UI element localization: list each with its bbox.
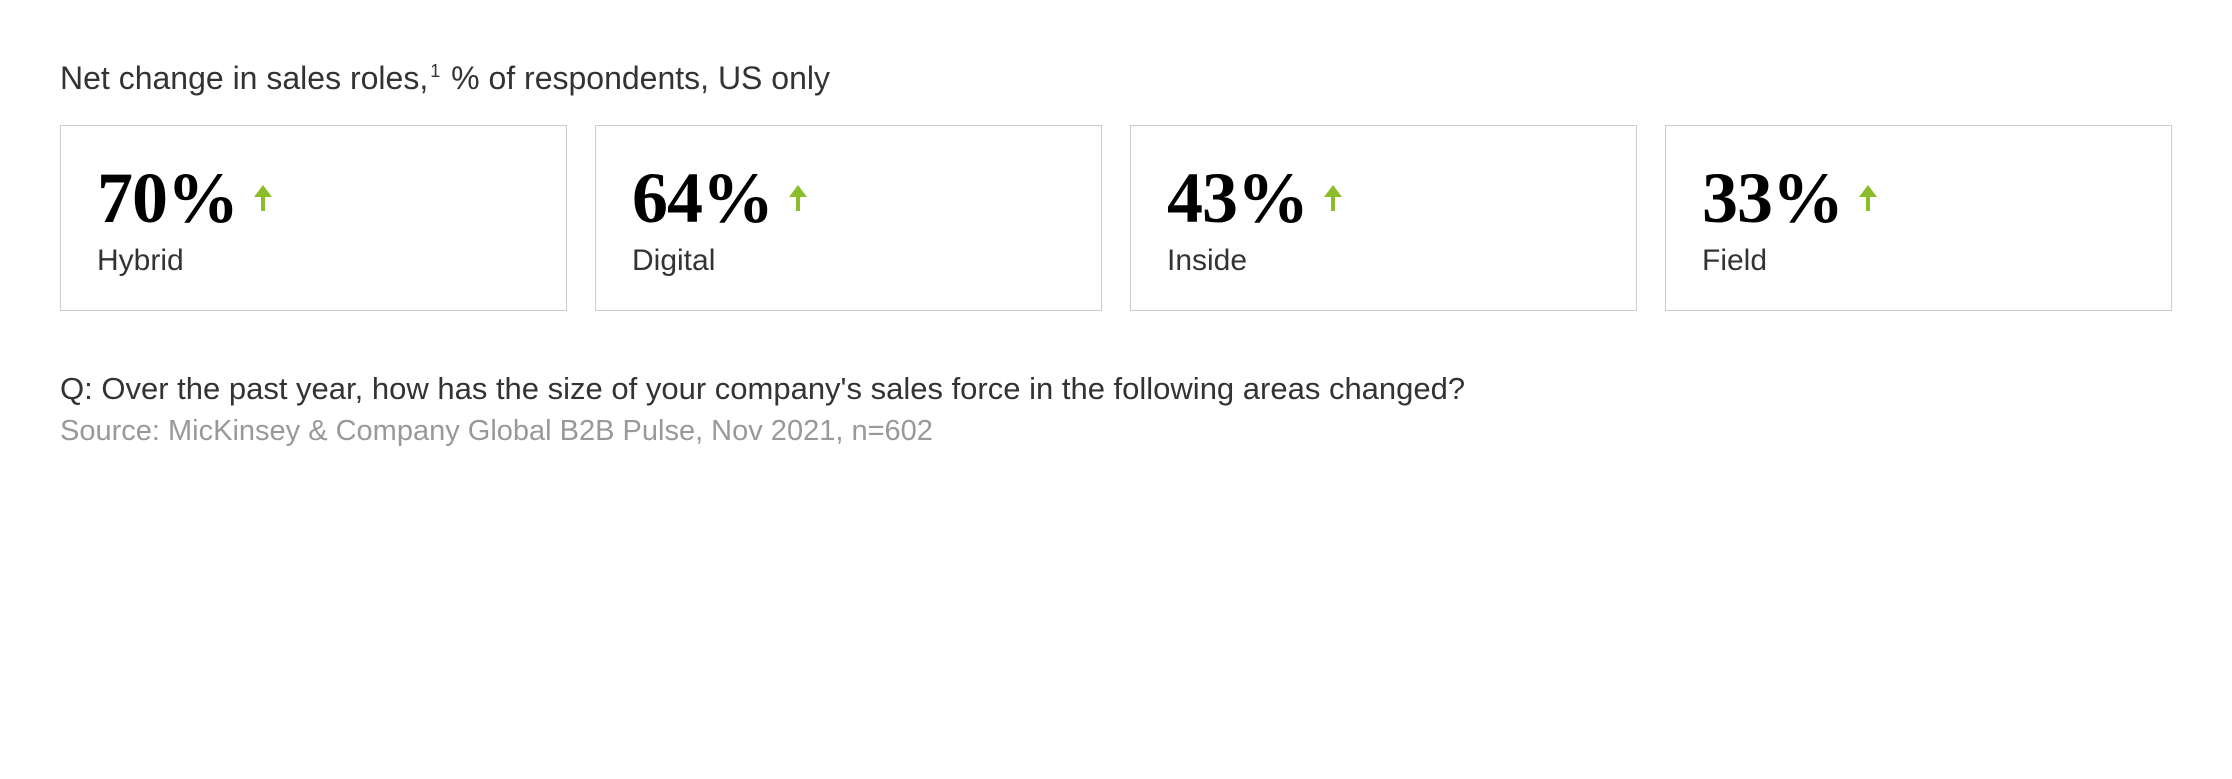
value-row: 33% — [1702, 162, 2135, 234]
value-row: 70% — [97, 162, 530, 234]
up-arrow-icon — [252, 183, 274, 213]
up-arrow-icon — [1322, 183, 1344, 213]
chart-title: Net change in sales roles,1 % of respond… — [60, 60, 2172, 97]
stat-label: Inside — [1167, 244, 1600, 278]
stat-label: Hybrid — [97, 244, 530, 278]
stat-value: 70% — [97, 162, 238, 234]
stat-value: 43% — [1167, 162, 1308, 234]
stat-card-inside: 43% Inside — [1130, 125, 1637, 311]
stat-card-field: 33% Field — [1665, 125, 2172, 311]
up-arrow-icon — [1857, 183, 1879, 213]
stat-value: 64% — [632, 162, 773, 234]
stat-label: Digital — [632, 244, 1065, 278]
stat-value: 33% — [1702, 162, 1843, 234]
source-note: Source: MicKinsey & Company Global B2B P… — [60, 415, 2172, 448]
value-row: 43% — [1167, 162, 1600, 234]
stat-cards-row: 70% Hybrid 64% Digital 43% Inside 33% Fi… — [60, 125, 2172, 311]
survey-question: Q: Over the past year, how has the size … — [60, 371, 2172, 407]
title-superscript: 1 — [430, 61, 440, 81]
stat-card-digital: 64% Digital — [595, 125, 1102, 311]
stat-label: Field — [1702, 244, 2135, 278]
title-pre: Net change in sales roles, — [60, 60, 428, 96]
value-row: 64% — [632, 162, 1065, 234]
title-post: % of respondents, US only — [442, 60, 830, 96]
up-arrow-icon — [787, 183, 809, 213]
stat-card-hybrid: 70% Hybrid — [60, 125, 567, 311]
